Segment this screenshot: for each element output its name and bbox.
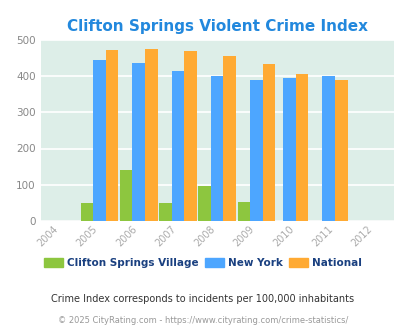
Bar xyxy=(249,80,262,221)
Legend: Clifton Springs Village, New York, National: Clifton Springs Village, New York, Natio… xyxy=(40,253,365,272)
Bar xyxy=(295,74,307,221)
Bar xyxy=(105,50,118,221)
Title: Clifton Springs Violent Crime Index: Clifton Springs Violent Crime Index xyxy=(66,19,367,34)
Bar xyxy=(211,76,223,221)
Text: Crime Index corresponds to incidents per 100,000 inhabitants: Crime Index corresponds to incidents per… xyxy=(51,294,354,304)
Text: © 2025 CityRating.com - https://www.cityrating.com/crime-statistics/: © 2025 CityRating.com - https://www.city… xyxy=(58,316,347,325)
Bar xyxy=(223,56,235,221)
Bar xyxy=(93,59,105,221)
Bar xyxy=(334,80,347,221)
Bar xyxy=(171,71,184,221)
Bar xyxy=(119,170,132,221)
Bar xyxy=(159,203,171,221)
Bar xyxy=(81,203,93,221)
Bar xyxy=(184,51,196,221)
Bar xyxy=(282,78,295,221)
Bar xyxy=(237,202,249,221)
Bar xyxy=(145,49,157,221)
Bar xyxy=(198,186,211,221)
Bar xyxy=(132,63,145,221)
Bar xyxy=(322,76,334,221)
Bar xyxy=(262,64,275,221)
